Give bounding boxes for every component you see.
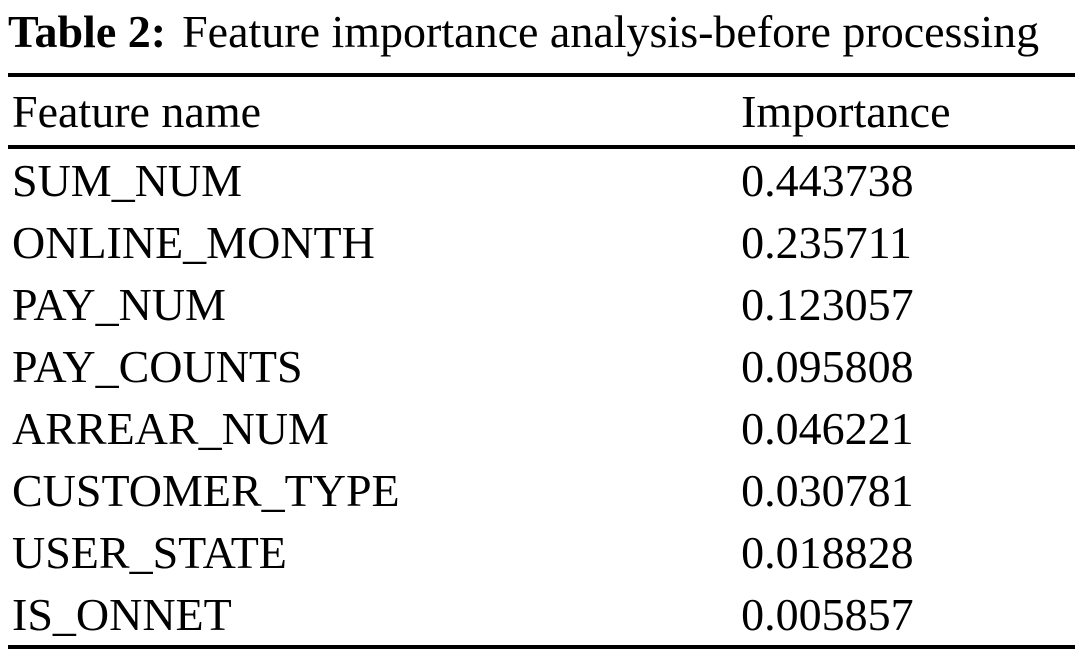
feature-name-cell: SUM_NUM (12, 154, 243, 206)
feature-name-cell: ARREAR_NUM (12, 402, 329, 454)
table-body: SUM_NUM 0.443738 ONLINE_MONTH 0.235711 P… (8, 147, 1075, 647)
table-row: IS_ONNET 0.005857 (8, 583, 1075, 647)
table-row: SUM_NUM 0.443738 (8, 147, 1075, 211)
table-row: PAY_NUM 0.123057 (8, 273, 1075, 335)
feature-name-cell: USER_STATE (12, 526, 287, 578)
importance-cell: 0.018828 (741, 526, 914, 578)
table-caption-text: Feature importance analysis-before proce… (182, 6, 1040, 57)
table-row: ARREAR_NUM 0.046221 (8, 397, 1075, 459)
table-caption-label: Table 2: (8, 6, 167, 57)
table-header: Feature name Importance (8, 75, 1075, 149)
importance-cell: 0.005857 (741, 588, 914, 640)
importance-cell: 0.123057 (741, 278, 914, 330)
table-caption: Table 2: Feature importance analysis-befo… (8, 4, 1039, 59)
column-header-feature-name: Feature name (8, 75, 742, 149)
header-row: Feature name Importance (8, 75, 1075, 149)
importance-cell: 0.443738 (741, 154, 914, 206)
importance-cell: 0.046221 (741, 402, 914, 454)
feature-name-cell: CUSTOMER_TYPE (12, 464, 400, 516)
feature-name-cell: PAY_NUM (12, 278, 226, 330)
importance-cell: 0.030781 (741, 464, 914, 516)
table-row: CUSTOMER_TYPE 0.030781 (8, 459, 1075, 521)
table-row: PAY_COUNTS 0.095808 (8, 335, 1075, 397)
feature-importance-table: Feature name Importance SUM_NUM 0.443738… (8, 73, 1075, 649)
table-row: ONLINE_MONTH 0.235711 (8, 211, 1075, 273)
feature-name-cell: ONLINE_MONTH (12, 216, 375, 268)
feature-name-cell: PAY_COUNTS (12, 340, 303, 392)
column-header-importance: Importance (741, 75, 1075, 149)
importance-cell: 0.095808 (741, 340, 914, 392)
feature-name-cell: IS_ONNET (12, 588, 232, 640)
importance-cell: 0.235711 (741, 216, 912, 268)
table-row: USER_STATE 0.018828 (8, 521, 1075, 583)
